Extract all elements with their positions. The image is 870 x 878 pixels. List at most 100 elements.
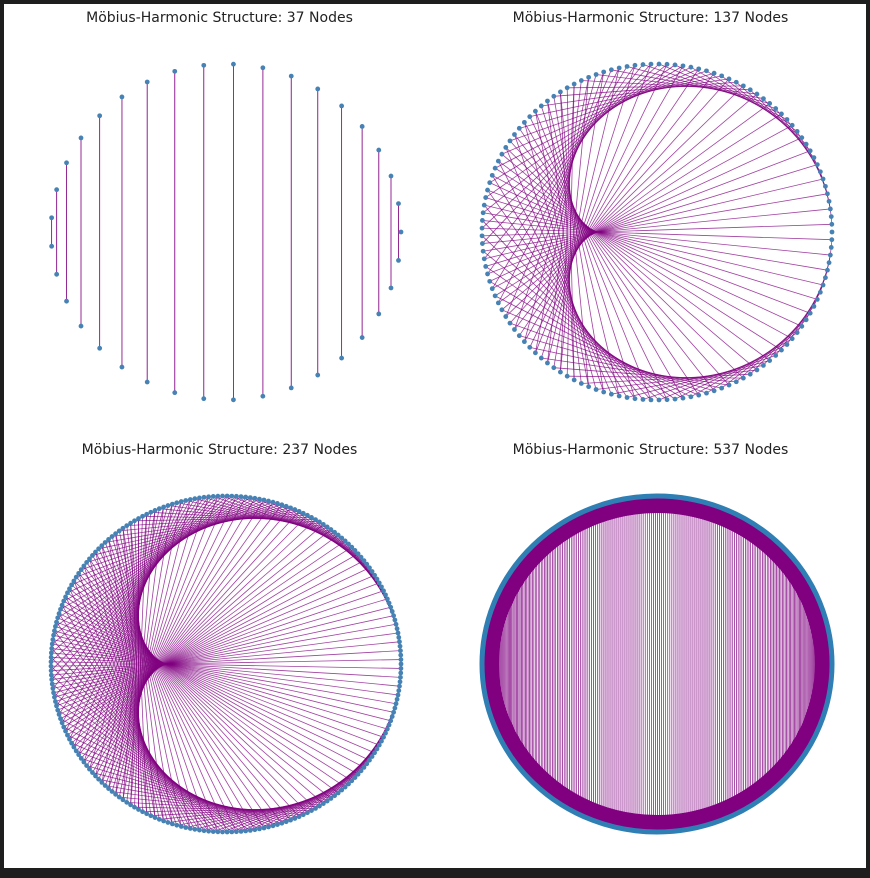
edge <box>481 235 660 401</box>
node <box>54 703 59 709</box>
node <box>803 141 809 147</box>
node <box>58 606 63 612</box>
node <box>275 501 280 506</box>
node <box>81 563 87 569</box>
node <box>215 829 221 835</box>
edge <box>492 124 793 290</box>
node <box>48 672 54 678</box>
node <box>320 521 326 527</box>
node <box>820 282 826 288</box>
node <box>719 73 725 79</box>
node <box>132 804 137 810</box>
node <box>397 643 403 649</box>
node <box>733 379 739 385</box>
node <box>578 381 584 386</box>
edge <box>505 85 744 317</box>
edge <box>482 220 831 256</box>
node <box>349 544 355 550</box>
node <box>372 572 377 578</box>
node <box>551 365 557 371</box>
node <box>102 783 108 788</box>
edge <box>553 96 605 393</box>
edge <box>514 134 715 392</box>
edge <box>519 72 715 129</box>
node <box>388 285 394 291</box>
node <box>396 257 401 263</box>
edge <box>108 510 156 789</box>
edge <box>485 197 818 300</box>
edge <box>65 540 346 732</box>
node <box>733 79 739 85</box>
edge <box>494 113 782 297</box>
node <box>640 62 646 67</box>
node <box>148 509 154 515</box>
node <box>829 229 835 235</box>
node <box>140 513 145 519</box>
edge <box>524 65 684 342</box>
node <box>63 594 68 600</box>
node <box>814 296 820 302</box>
node <box>332 793 337 799</box>
edge <box>485 266 676 400</box>
edge <box>51 632 399 680</box>
node <box>558 369 563 375</box>
edge <box>509 78 730 324</box>
node <box>238 828 244 834</box>
node <box>187 826 193 831</box>
node <box>761 96 766 102</box>
edge <box>53 606 391 694</box>
edge <box>54 496 209 698</box>
edge <box>51 648 399 696</box>
edge <box>482 227 832 241</box>
edge <box>560 91 590 387</box>
edge <box>104 542 219 832</box>
node <box>144 811 150 817</box>
edge <box>482 223 832 237</box>
edge <box>50 665 228 833</box>
node <box>332 529 337 535</box>
node <box>761 362 766 368</box>
edge <box>484 204 824 286</box>
node <box>87 766 92 772</box>
edge <box>535 111 652 401</box>
node <box>376 742 382 748</box>
node <box>305 810 310 816</box>
node <box>136 516 141 521</box>
node <box>279 502 285 508</box>
node <box>367 757 372 763</box>
node <box>726 382 732 388</box>
edge <box>80 507 291 759</box>
node <box>376 311 382 317</box>
node <box>54 187 60 193</box>
node <box>231 61 236 67</box>
node <box>823 183 828 189</box>
node <box>512 132 517 137</box>
node <box>527 114 533 120</box>
node <box>52 694 57 700</box>
node <box>64 160 69 166</box>
edge <box>134 520 148 814</box>
edge <box>98 496 237 780</box>
node-group <box>479 61 835 403</box>
edge <box>63 546 352 728</box>
node <box>266 498 271 504</box>
edge <box>108 539 210 832</box>
edge <box>501 93 758 311</box>
node <box>54 619 59 625</box>
edge <box>92 505 287 556</box>
edge <box>514 71 605 330</box>
node <box>376 147 382 153</box>
node <box>398 657 404 662</box>
node <box>61 724 67 730</box>
edge <box>501 153 758 371</box>
node <box>260 65 266 71</box>
node <box>799 323 805 329</box>
node <box>309 515 314 520</box>
edge <box>483 212 828 271</box>
edge <box>489 137 802 282</box>
node <box>396 634 402 640</box>
edge <box>553 81 737 97</box>
node <box>381 734 386 740</box>
node <box>358 768 364 774</box>
node <box>828 244 834 250</box>
